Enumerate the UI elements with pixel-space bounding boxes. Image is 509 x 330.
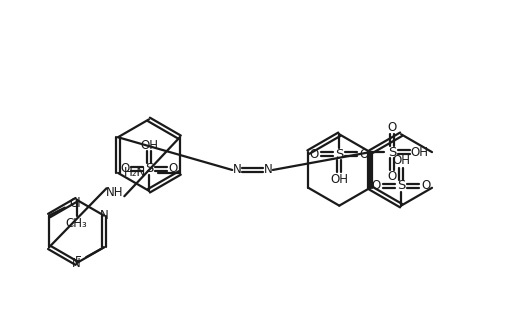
- Text: Cl: Cl: [69, 197, 80, 210]
- Text: H₂N: H₂N: [124, 166, 146, 180]
- Text: N: N: [264, 163, 272, 177]
- Text: O: O: [168, 162, 177, 176]
- Text: F: F: [75, 255, 81, 268]
- Text: OH: OH: [330, 173, 348, 186]
- Text: O: O: [310, 148, 319, 161]
- Text: O: O: [359, 148, 369, 161]
- Text: OH: OH: [140, 139, 158, 152]
- Text: O: O: [421, 179, 431, 192]
- Text: O: O: [387, 170, 397, 183]
- Text: N: N: [100, 209, 108, 222]
- Text: N: N: [72, 257, 81, 270]
- Text: S: S: [335, 148, 344, 161]
- Text: S: S: [397, 179, 405, 192]
- Text: O: O: [387, 121, 397, 134]
- Text: CH₃: CH₃: [66, 217, 88, 230]
- Text: OH: OH: [392, 153, 410, 167]
- Text: S: S: [145, 162, 153, 176]
- Text: N: N: [233, 163, 242, 177]
- Text: O: O: [121, 162, 130, 176]
- Text: OH: OH: [411, 146, 429, 159]
- Text: O: O: [372, 179, 381, 192]
- Text: S: S: [388, 146, 396, 159]
- Text: NH: NH: [106, 186, 123, 199]
